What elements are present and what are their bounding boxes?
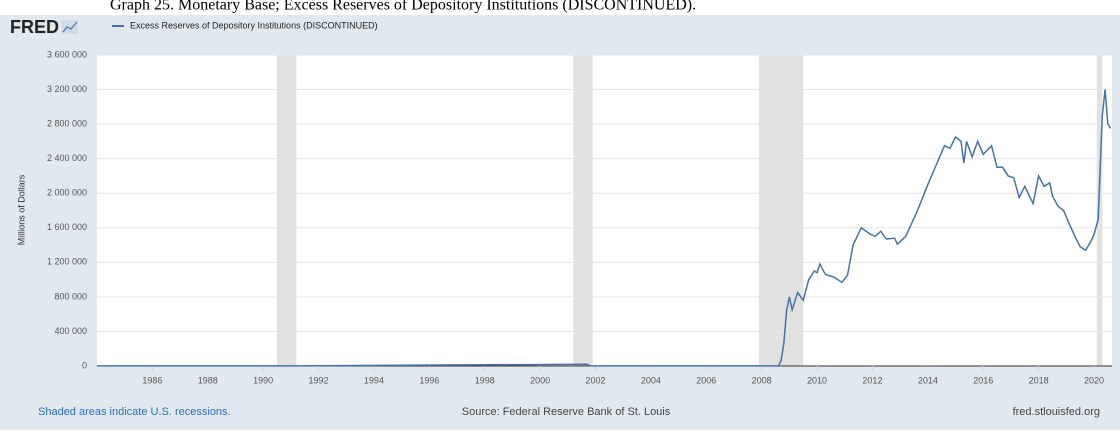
x-tick-label: 2002 xyxy=(585,375,605,385)
y-tick-label: 1 200 000 xyxy=(47,257,87,267)
recession-band xyxy=(277,55,297,366)
y-tick-label: 2 400 000 xyxy=(47,153,87,163)
y-tick-label: 3 200 000 xyxy=(47,84,87,94)
y-tick-label: 2 000 000 xyxy=(47,188,87,198)
y-tick-label: 3 600 000 xyxy=(47,49,87,59)
x-tick-label: 2020 xyxy=(1084,375,1104,385)
x-tick-label: 1996 xyxy=(419,375,439,385)
y-axis-title: Millions of Dollars xyxy=(16,174,26,245)
x-tick-label: 2012 xyxy=(862,375,882,385)
logo-icon xyxy=(62,20,78,34)
y-tick-label: 800 000 xyxy=(54,291,87,301)
y-tick-label: 2 800 000 xyxy=(47,118,87,128)
y-tick-label: 0 xyxy=(82,360,87,370)
x-tick-label: 2018 xyxy=(1029,375,1049,385)
y-tick-label: 1 600 000 xyxy=(47,222,87,232)
recession-note: Shaded areas indicate U.S. recessions. xyxy=(38,406,231,418)
y-tick-label: 400 000 xyxy=(54,326,87,336)
plot-area xyxy=(97,55,1112,366)
x-tick-label: 2010 xyxy=(807,375,827,385)
caption: Graph 25. Monetary Base; Excess Reserves… xyxy=(110,0,696,14)
legend-label: Excess Reserves of Depository Institutio… xyxy=(130,20,378,30)
x-tick-label: 1986 xyxy=(142,375,162,385)
x-tick-label: 2014 xyxy=(918,375,938,385)
x-tick-label: 2006 xyxy=(696,375,716,385)
x-tick-label: 1992 xyxy=(309,375,329,385)
x-tick-label: 2016 xyxy=(973,375,993,385)
x-tick-label: 1994 xyxy=(364,375,384,385)
x-tick-label: 2000 xyxy=(530,375,550,385)
source-url[interactable]: fred.stlouisfed.org xyxy=(1013,406,1100,418)
recession-band xyxy=(573,55,593,366)
source: Source: Federal Reserve Bank of St. Loui… xyxy=(462,406,671,418)
recession-band xyxy=(758,55,804,366)
x-tick-label: 1990 xyxy=(253,375,273,385)
logo: FRED xyxy=(10,17,59,37)
x-tick-label: 2008 xyxy=(752,375,772,385)
series-line xyxy=(97,89,1112,367)
recession-band xyxy=(1096,55,1103,366)
x-tick-label: 1998 xyxy=(475,375,495,385)
x-tick-label: 2004 xyxy=(641,375,661,385)
x-tick-label: 1988 xyxy=(198,375,218,385)
